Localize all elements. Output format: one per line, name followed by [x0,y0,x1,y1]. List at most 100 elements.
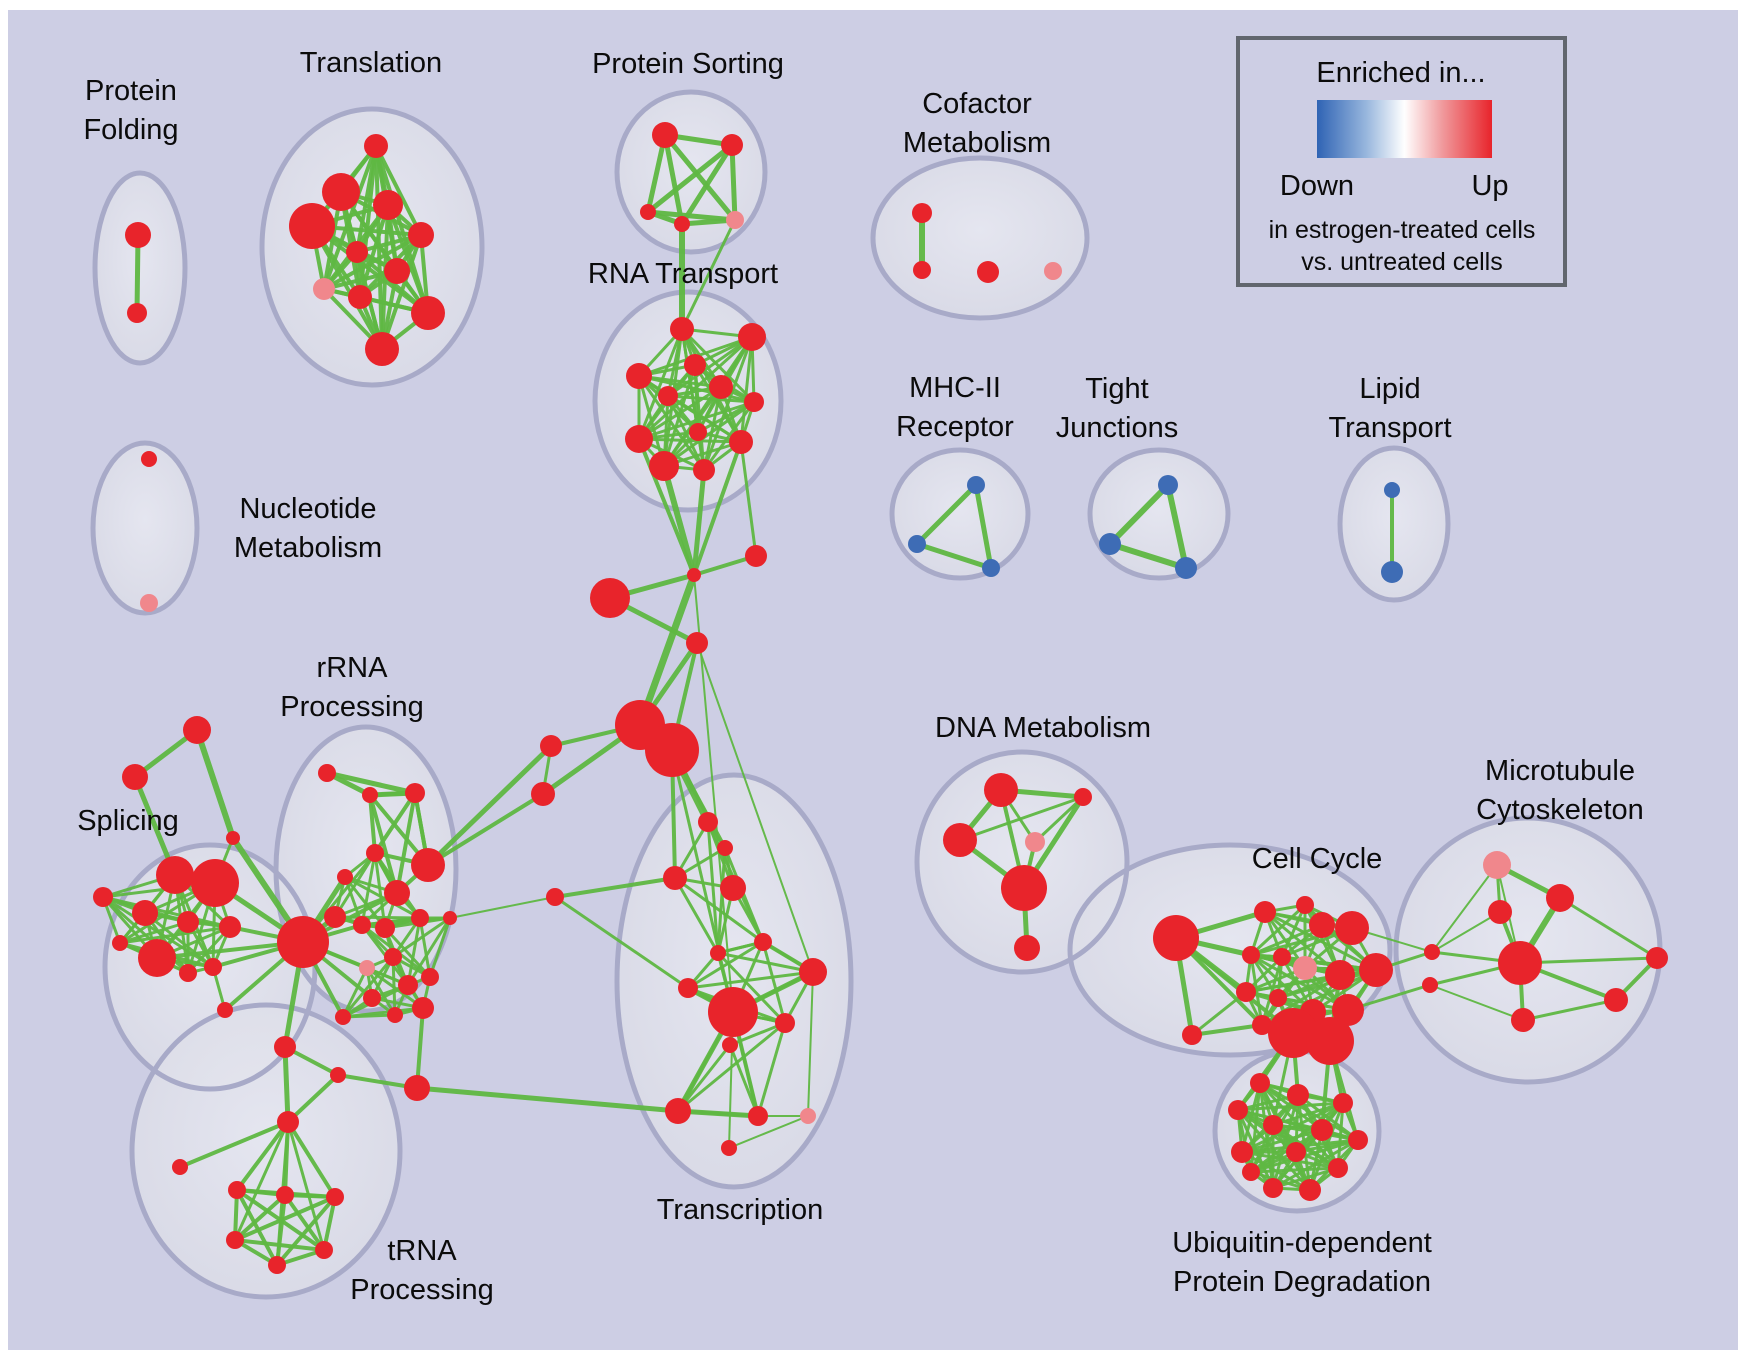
node-u11[interactable] [1328,1158,1348,1178]
node-trg[interactable] [678,978,698,998]
node-u10[interactable] [1242,1163,1260,1181]
node-rr15[interactable] [398,975,418,995]
node-rt2[interactable] [738,323,766,351]
node-tre[interactable] [754,933,772,951]
node-b2[interactable] [330,1067,346,1083]
node-cf4[interactable] [1044,262,1062,280]
node-f3[interactable] [226,831,240,845]
node-rr7[interactable] [411,848,445,882]
node-tf[interactable] [268,1256,286,1274]
node-sp10[interactable] [112,935,128,951]
node-tro[interactable] [722,1037,738,1053]
node-cc9[interactable] [1325,960,1355,990]
node-tb[interactable] [276,1186,294,1204]
node-pf1[interactable] [125,222,151,248]
node-mt1[interactable] [1483,851,1511,879]
node-ps5[interactable] [726,211,744,229]
node-m7[interactable] [546,888,564,906]
node-u7[interactable] [1348,1130,1368,1150]
node-m4[interactable] [686,632,708,654]
node-rr5[interactable] [337,869,353,885]
node-cc13[interactable] [1252,1015,1272,1035]
node-ps1[interactable] [652,122,678,148]
node-trf[interactable] [710,945,726,961]
node-t6[interactable] [346,241,368,263]
node-rr6[interactable] [384,880,410,906]
node-mt8[interactable] [1646,947,1668,969]
node-rr3[interactable] [405,783,425,803]
node-rr10[interactable] [375,918,395,938]
node-d6[interactable] [1014,935,1040,961]
node-t1[interactable] [364,134,388,158]
node-cf1[interactable] [912,203,932,223]
node-cc16[interactable] [1332,994,1364,1026]
node-rt3[interactable] [626,363,652,389]
node-te[interactable] [315,1241,333,1259]
node-mt2[interactable] [1546,884,1574,912]
node-rr2[interactable] [362,787,378,803]
node-rr12[interactable] [443,911,457,925]
node-u5[interactable] [1263,1115,1283,1135]
node-trl[interactable] [665,1098,691,1124]
node-d5[interactable] [1001,865,1047,911]
node-tj2[interactable] [1099,533,1121,555]
node-trd[interactable] [717,840,733,856]
node-rr20[interactable] [412,997,434,1019]
node-rt5[interactable] [658,386,678,406]
node-d1[interactable] [984,773,1018,807]
node-u6[interactable] [1311,1119,1333,1141]
node-sp3[interactable] [132,900,158,926]
node-u2[interactable] [1287,1084,1309,1106]
node-rt12[interactable] [693,459,715,481]
node-b3[interactable] [404,1075,430,1101]
node-sp9[interactable] [204,958,222,976]
node-mh3[interactable] [982,559,1000,577]
node-ps2[interactable] [721,134,743,156]
node-t2[interactable] [322,173,360,211]
node-rr16[interactable] [421,968,439,986]
node-nm2[interactable] [140,594,158,612]
node-cc3[interactable] [1296,896,1314,914]
node-tj1[interactable] [1158,475,1178,495]
node-cc8[interactable] [1293,956,1317,980]
node-b0[interactable] [217,1002,233,1018]
node-tj3[interactable] [1175,557,1197,579]
node-tri[interactable] [708,987,758,1037]
node-cc12[interactable] [1269,989,1287,1007]
node-rr13[interactable] [359,960,375,976]
node-rr1[interactable] [318,764,336,782]
node-sp1[interactable] [156,856,194,894]
node-t11[interactable] [365,332,399,366]
node-rt4[interactable] [684,354,706,376]
node-u13[interactable] [1299,1179,1321,1201]
node-br1[interactable] [1424,944,1440,960]
node-m2[interactable] [590,578,630,618]
node-trh[interactable] [799,958,827,986]
node-cc5[interactable] [1335,911,1369,945]
node-h2[interactable] [645,723,699,777]
node-tl[interactable] [172,1159,188,1175]
node-trk[interactable] [721,1140,737,1156]
node-bb2[interactable] [1306,1017,1354,1065]
node-rr4[interactable] [366,844,384,862]
node-rr19[interactable] [387,1007,403,1023]
node-t8[interactable] [313,278,335,300]
node-rr17[interactable] [335,1009,351,1025]
node-mh1[interactable] [967,476,985,494]
node-d3[interactable] [943,823,977,857]
node-td[interactable] [226,1231,244,1249]
node-sp8[interactable] [179,964,197,982]
node-t4[interactable] [289,203,335,249]
node-rt7[interactable] [744,392,764,412]
node-pf2[interactable] [127,303,147,323]
node-cc1[interactable] [1153,915,1199,961]
node-cc4[interactable] [1309,912,1335,938]
node-cc10[interactable] [1359,953,1393,987]
node-lt1[interactable] [1384,482,1400,498]
node-u9[interactable] [1286,1142,1306,1162]
node-trb[interactable] [720,875,746,901]
node-cc2[interactable] [1254,901,1276,923]
node-mt6[interactable] [1511,1008,1535,1032]
node-rr18[interactable] [363,989,381,1007]
node-u12[interactable] [1263,1178,1283,1198]
